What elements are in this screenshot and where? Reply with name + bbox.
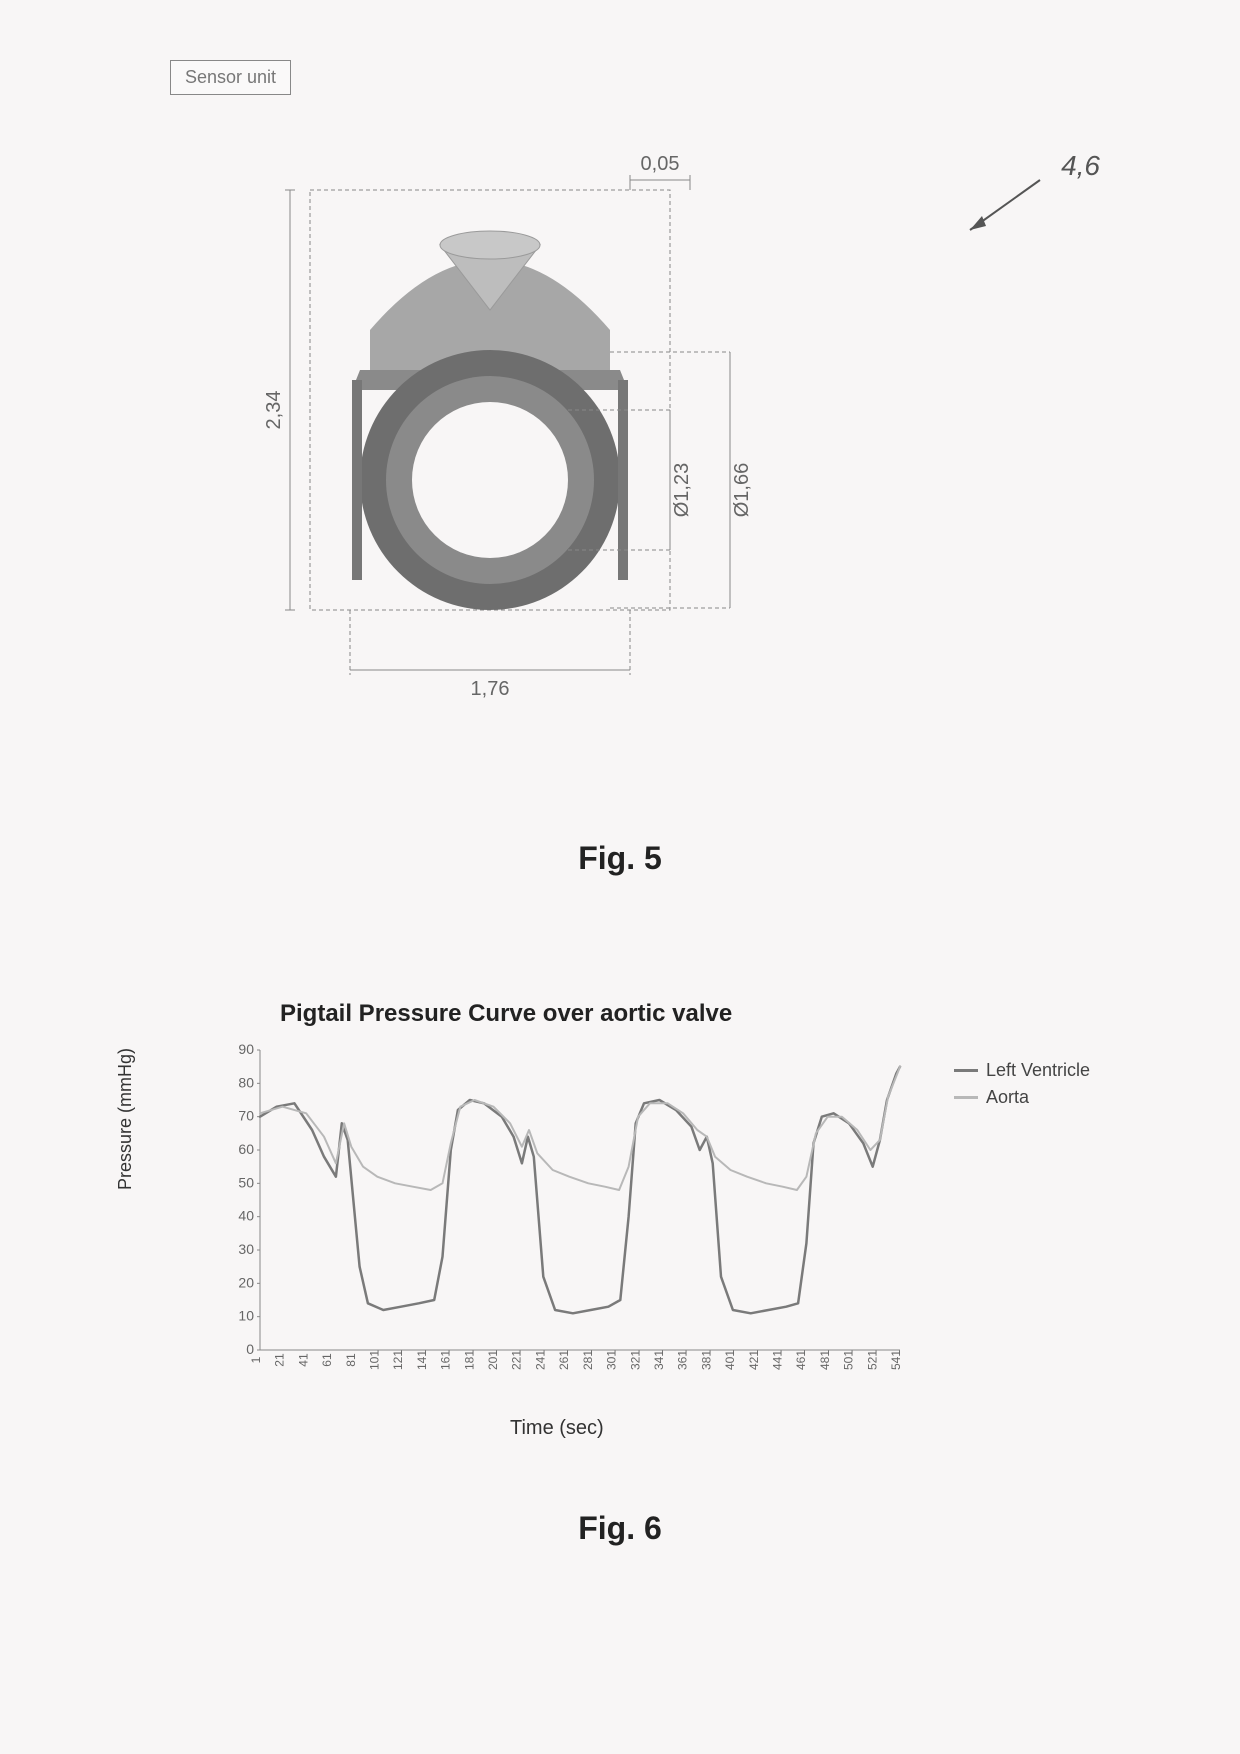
svg-text:60: 60: [238, 1141, 254, 1157]
dim-bottom: 1,76: [471, 678, 510, 700]
svg-text:281: 281: [581, 1350, 595, 1370]
x-axis-text: Time (sec): [510, 1417, 604, 1439]
svg-text:241: 241: [533, 1350, 547, 1370]
svg-text:1: 1: [249, 1356, 263, 1363]
svg-text:441: 441: [770, 1350, 784, 1370]
svg-text:90: 90: [238, 1041, 254, 1057]
svg-text:121: 121: [391, 1350, 405, 1370]
legend-item-lv: Left Ventricle: [954, 1060, 1090, 1081]
svg-text:321: 321: [628, 1350, 642, 1370]
fig6-caption-text: Fig. 6: [578, 1510, 662, 1546]
svg-text:261: 261: [557, 1350, 571, 1370]
chart-legend: Left Ventricle Aorta: [954, 1060, 1090, 1114]
chart-series: [260, 1067, 900, 1314]
svg-text:81: 81: [344, 1353, 358, 1367]
callout-label: 4,6: [1061, 150, 1100, 182]
svg-text:40: 40: [238, 1208, 254, 1224]
callout-text: 4,6: [1061, 150, 1100, 181]
chart-title-text: Pigtail Pressure Curve over aortic valve: [280, 1000, 732, 1027]
svg-text:401: 401: [723, 1350, 737, 1370]
svg-text:70: 70: [238, 1108, 254, 1124]
ring-body: [352, 231, 628, 610]
svg-text:80: 80: [238, 1074, 254, 1090]
svg-text:421: 421: [747, 1350, 761, 1370]
svg-text:161: 161: [439, 1350, 453, 1370]
pressure-chart-svg: 0102030405060708090 12141618110112114116…: [210, 1040, 910, 1400]
y-axis-label: Pressure (mmHg): [115, 1048, 136, 1190]
svg-text:501: 501: [842, 1350, 856, 1370]
x-ticks: 1214161811011211411611812012212412612813…: [249, 1350, 903, 1370]
svg-text:101: 101: [368, 1350, 382, 1370]
legend-aorta-text: Aorta: [986, 1087, 1029, 1108]
svg-text:10: 10: [238, 1308, 254, 1324]
svg-text:141: 141: [415, 1350, 429, 1370]
svg-text:541: 541: [889, 1350, 903, 1370]
svg-text:201: 201: [486, 1350, 500, 1370]
y-ticks: 0 10 20 30 40 50 60 70 80 90: [238, 1041, 260, 1357]
svg-text:521: 521: [865, 1350, 879, 1370]
chart-title: Pigtail Pressure Curve over aortic valve: [280, 1000, 732, 1029]
dim-inner: Ø1,23: [671, 463, 693, 517]
svg-text:301: 301: [605, 1350, 619, 1370]
dim-outer: Ø1,66: [731, 463, 753, 517]
page-root: Sensor unit 4,6 2,34 0,05: [0, 0, 1240, 1754]
svg-text:61: 61: [320, 1353, 334, 1367]
svg-text:221: 221: [510, 1350, 524, 1370]
svg-text:361: 361: [676, 1350, 690, 1370]
sensor-unit-label: Sensor unit: [170, 60, 291, 95]
ring-diagram-svg: 2,34 0,05: [250, 130, 850, 730]
legend-swatch-aorta: [954, 1096, 978, 1099]
dim-top: 0,05: [641, 153, 680, 175]
figure-6-caption: Fig. 6: [0, 1510, 1240, 1547]
y-axis-text: Pressure (mmHg): [115, 1048, 135, 1190]
svg-text:341: 341: [652, 1350, 666, 1370]
figure-6-area: Pigtail Pressure Curve over aortic valve…: [130, 1000, 1090, 1460]
legend-lv-line1: Left Ventricle: [986, 1060, 1090, 1081]
svg-text:21: 21: [273, 1353, 287, 1367]
svg-text:181: 181: [462, 1350, 476, 1370]
figure-5-caption: Fig. 5: [0, 840, 1240, 877]
svg-text:461: 461: [794, 1350, 808, 1370]
x-axis-label: Time (sec): [510, 1417, 604, 1440]
svg-text:481: 481: [818, 1350, 832, 1370]
figure-5-area: Sensor unit 4,6 2,34 0,05: [150, 60, 970, 780]
legend-swatch-lv: [954, 1069, 978, 1072]
fig5-caption-text: Fig. 5: [578, 840, 662, 876]
svg-text:381: 381: [699, 1350, 713, 1370]
sensor-unit-text: Sensor unit: [185, 67, 276, 87]
svg-text:20: 20: [238, 1274, 254, 1290]
svg-text:41: 41: [296, 1353, 310, 1367]
legend-item-aorta: Aorta: [954, 1087, 1090, 1108]
svg-text:50: 50: [238, 1174, 254, 1190]
svg-text:0: 0: [246, 1341, 254, 1357]
dim-left: 2,34: [263, 391, 285, 430]
svg-text:30: 30: [238, 1241, 254, 1257]
